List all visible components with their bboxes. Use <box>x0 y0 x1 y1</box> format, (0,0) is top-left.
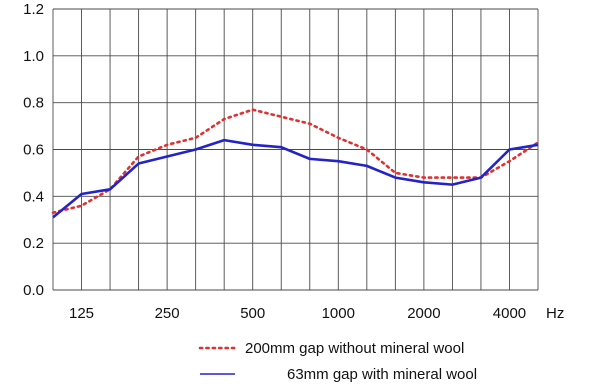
legend-label-solid: 63mm gap with mineral wool <box>287 366 477 383</box>
y-tick-label: 1.0 <box>23 48 44 65</box>
y-tick-label: 0.2 <box>23 235 44 252</box>
x-tick-label: 250 <box>155 305 180 322</box>
legend-label-dotted: 200mm gap without mineral wool <box>245 340 464 357</box>
y-tick-labels: 0.0 0.2 0.4 0.6 0.8 1.0 1.2 <box>23 1 44 299</box>
y-tick-label: 0.6 <box>23 142 44 159</box>
y-tick-label: 1.2 <box>23 1 44 18</box>
y-tick-label: 0.0 <box>23 282 44 299</box>
x-tick-labels: 125 250 500 1000 2000 4000 <box>69 305 526 322</box>
x-unit-label: Hz <box>546 305 564 322</box>
y-tick-label: 0.4 <box>23 188 44 205</box>
grid <box>52 8 539 291</box>
x-tick-label: 500 <box>240 305 265 322</box>
legend: 200mm gap without mineral wool 63mm gap … <box>198 340 477 383</box>
series-line-dotted <box>51 108 540 215</box>
series-lines <box>51 108 540 219</box>
x-tick-label: 1000 <box>322 305 355 322</box>
x-tick-label: 4000 <box>493 305 526 322</box>
series-line-solid <box>52 138 539 219</box>
legend-item-dotted: 200mm gap without mineral wool <box>198 340 464 357</box>
x-tick-label: 125 <box>69 305 94 322</box>
x-tick-label: 2000 <box>407 305 440 322</box>
y-tick-label: 0.8 <box>23 95 44 112</box>
legend-item-solid: 63mm gap with mineral wool <box>200 366 477 383</box>
